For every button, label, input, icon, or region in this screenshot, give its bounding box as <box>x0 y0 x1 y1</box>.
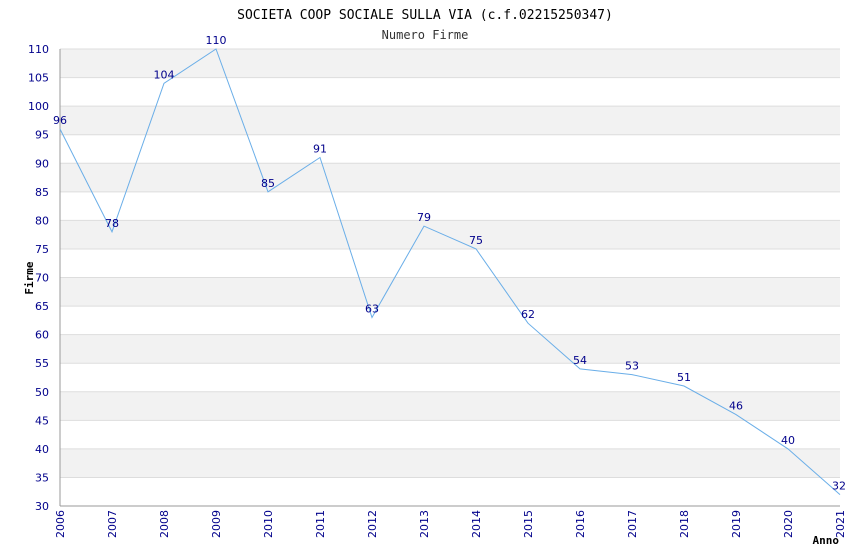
y-tick-label: 95 <box>35 129 49 142</box>
y-tick-label: 90 <box>35 157 49 170</box>
y-tick-label: 105 <box>28 72 49 85</box>
data-label: 91 <box>313 143 327 156</box>
data-label: 78 <box>105 217 119 230</box>
data-label: 63 <box>365 302 379 315</box>
data-label: 40 <box>781 434 795 447</box>
data-label: 46 <box>729 400 743 413</box>
x-tick-label: 2020 <box>782 510 795 538</box>
grid-lines <box>60 48 840 507</box>
grid-band <box>60 49 840 78</box>
data-label: 51 <box>677 371 691 384</box>
data-label: 85 <box>261 177 275 190</box>
data-label: 110 <box>206 34 227 47</box>
x-tick-label: 2013 <box>418 510 431 538</box>
grid-band <box>60 448 840 478</box>
x-tick-label: 2012 <box>366 510 379 538</box>
x-tick-label: 2011 <box>314 510 327 538</box>
x-tick-label: 2021 <box>834 510 847 538</box>
y-tick-label: 55 <box>35 357 49 370</box>
x-tick-label: 2019 <box>730 510 743 538</box>
series-line <box>59 48 841 495</box>
grid-band <box>60 220 840 249</box>
y-tick-label: 70 <box>35 272 49 285</box>
data-label: 79 <box>417 211 431 224</box>
data-labels: 96 78 104 110 85 91 63 79 75 62 54 53 51 46 40 32 <box>53 34 846 493</box>
data-label: 75 <box>469 234 483 247</box>
data-label: 62 <box>521 308 535 321</box>
x-tick-labels: 2006 2007 2008 2009 2010 2011 2012 2013 2014 2015… <box>54 510 847 538</box>
grid-band <box>60 106 840 135</box>
chart-subtitle: Numero Firme <box>382 28 469 42</box>
x-tick-label: 2014 <box>470 510 483 538</box>
series-group <box>59 48 841 495</box>
grid-band <box>60 334 840 364</box>
x-tick-label: 2018 <box>678 510 691 538</box>
background-bands <box>60 49 840 478</box>
x-tick-label: 2010 <box>262 510 275 538</box>
y-tick-label: 40 <box>35 443 49 456</box>
data-label: 104 <box>154 68 175 81</box>
data-label: 53 <box>625 360 639 373</box>
y-tick-label: 35 <box>35 471 49 484</box>
data-label: 32 <box>832 480 846 493</box>
y-tick-label: 80 <box>35 214 49 227</box>
x-tick-label: 2017 <box>626 510 639 538</box>
y-tick-label: 100 <box>28 100 49 113</box>
y-tick-label: 60 <box>35 329 49 342</box>
x-tick-label: 2008 <box>158 510 171 538</box>
x-tick-label: 2015 <box>522 510 535 538</box>
x-tick-label: 2016 <box>574 510 587 538</box>
x-tick-label: 2009 <box>210 510 223 538</box>
y-axis-title: Firme <box>23 261 36 294</box>
grid-band <box>60 163 840 192</box>
data-label: 96 <box>53 114 67 127</box>
y-tick-label: 45 <box>35 414 49 427</box>
data-label: 54 <box>573 354 587 367</box>
y-tick-label: 50 <box>35 386 49 399</box>
y-tick-label: 85 <box>35 186 49 199</box>
x-tick-label: 2007 <box>106 510 119 538</box>
x-tick-label: 2006 <box>54 510 67 538</box>
y-tick-labels: 30 35 40 45 50 55 60 65 70 75 80 85 90 95 100 105 110 <box>28 43 49 513</box>
chart-title: SOCIETA COOP SOCIALE SULLA VIA (c.f.0221… <box>237 8 613 23</box>
y-tick-label: 30 <box>35 500 49 513</box>
x-axis-title: Anno <box>813 534 840 547</box>
y-tick-label: 75 <box>35 243 49 256</box>
y-tick-label: 65 <box>35 300 49 313</box>
grid-band <box>60 391 840 421</box>
y-tick-label: 110 <box>28 43 49 56</box>
grid-band <box>60 277 840 307</box>
